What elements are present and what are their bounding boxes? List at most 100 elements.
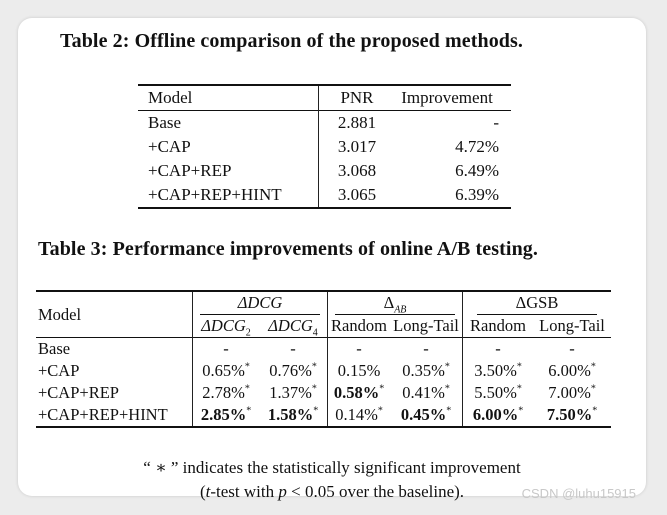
- value-cell: 0.76%*: [259, 360, 328, 382]
- value-cell: 1.58%*: [259, 404, 328, 427]
- table2-header-pnr: PNR: [340, 88, 374, 107]
- pnr-cell: 2.881: [337, 113, 377, 132]
- value-cell: -: [259, 337, 328, 360]
- value-cell: 7.50%*: [533, 404, 611, 427]
- table-row: Base 2.881 -: [138, 110, 511, 135]
- value-text: 6.00%: [548, 361, 591, 380]
- value-text: 7.50%: [546, 405, 593, 424]
- value-text: 0.14%: [335, 405, 378, 424]
- value-text: 2.78%: [202, 383, 245, 402]
- value-text: -: [569, 339, 575, 358]
- value-cell: 0.15%: [328, 360, 391, 382]
- significance-star: *: [244, 383, 250, 395]
- sub-header-dcg4: ΔDCG4: [259, 315, 328, 338]
- value-cell: 0.14%*: [328, 404, 391, 427]
- pnr-cell: 3.068: [337, 161, 377, 180]
- significance-star: *: [313, 405, 319, 417]
- model-cell: Base: [138, 110, 319, 135]
- model-cell: Base: [36, 337, 193, 360]
- table-row: +CAP+REP+HINT 2.85%* 1.58%* 0.14%* 0.45%* 6.0…: [36, 404, 611, 427]
- value-cell: 0.35%*: [390, 360, 463, 382]
- significance-star: *: [244, 361, 250, 373]
- model-cell: +CAP+REP+HINT: [138, 183, 319, 208]
- value-text: 0.41%: [402, 383, 445, 402]
- table3-caption: Table 3: Performance improvements of onl…: [38, 238, 538, 260]
- improvement-cell: 6.49%: [455, 161, 499, 180]
- table2: Model PNR Improvement Base 2.881 - +CAP …: [138, 84, 511, 209]
- value-text: -: [290, 339, 296, 358]
- value-cell: 6.00%*: [533, 360, 611, 382]
- dcg4-sub: 4: [312, 327, 318, 339]
- value-cell: 2.85%*: [193, 404, 260, 427]
- value-cell: 5.50%*: [463, 382, 534, 404]
- model-cell: +CAP: [138, 135, 319, 159]
- dcg2-main: ΔDCG: [201, 316, 246, 335]
- watermark: CSDN @luhu15915: [521, 486, 636, 501]
- table2-caption: Table 2: Offline comparison of the propo…: [60, 30, 524, 52]
- note-part: -test with: [210, 482, 279, 501]
- value-text: 5.50%: [474, 383, 517, 402]
- model-cell: +CAP+REP+HINT: [36, 404, 193, 427]
- value-text: -: [495, 339, 501, 358]
- value-cell: 6.00%*: [463, 404, 534, 427]
- ab-label-sub: AB: [394, 304, 407, 316]
- table-row: +CAP 3.017 4.72%: [138, 135, 511, 159]
- value-cell: -: [533, 338, 611, 361]
- sub-header-longtail: Long-Tail: [390, 315, 463, 338]
- value-text: 0.76%: [269, 361, 312, 380]
- value-text: 1.37%: [269, 383, 312, 402]
- value-cell: 7.00%*: [533, 382, 611, 404]
- sub-header-longtail-gsb: Long-Tail: [539, 316, 605, 335]
- value-cell: 0.41%*: [390, 382, 463, 404]
- significance-star: *: [516, 361, 522, 373]
- value-cell: 2.78%*: [193, 382, 260, 404]
- table2-header-model: Model: [138, 85, 319, 111]
- value-cell: 0.65%*: [193, 360, 260, 382]
- table-row: +CAP 0.65%* 0.76%* 0.15% 0.35%* 3.50%* 6.00%*: [36, 360, 611, 382]
- value-text: 0.15%: [337, 361, 381, 380]
- table2-header-improvement: Improvement: [401, 88, 493, 107]
- value-text: 0.45%: [400, 405, 447, 424]
- value-cell: 3.50%*: [463, 360, 534, 382]
- value-cell: -: [390, 337, 463, 360]
- pnr-cell: 3.017: [337, 137, 377, 156]
- value-text: 0.58%: [333, 383, 380, 402]
- improvement-cell: 6.39%: [455, 185, 499, 204]
- table3-sub-header-row: ΔDCG2 ΔDCG4 Random Long-Tail Random Long…: [36, 315, 611, 338]
- table-row: +CAP+REP 3.068 6.49%: [138, 159, 511, 183]
- value-text: 0.65%: [202, 361, 245, 380]
- significance-star: *: [516, 383, 522, 395]
- significance-star: *: [377, 405, 383, 417]
- significance-star: *: [590, 383, 596, 395]
- dcg2-sub: 2: [245, 327, 251, 339]
- table2-header-row: Model PNR Improvement: [138, 85, 511, 111]
- value-cell: 0.45%*: [390, 404, 463, 427]
- group-header-ab: ΔAB: [327, 291, 463, 316]
- value-text: 1.58%: [267, 405, 314, 424]
- improvement-cell: 4.72%: [455, 137, 499, 156]
- sub-header-random-gsb: Random: [470, 316, 526, 335]
- note-part: p: [278, 482, 287, 501]
- improvement-cell: -: [493, 113, 499, 132]
- significance-star: *: [311, 383, 317, 395]
- dcg-label: ΔDCG: [237, 293, 283, 312]
- ttest-note: (t-test with p < 0.05 over the baseline)…: [18, 480, 646, 504]
- value-cell: -: [193, 338, 260, 361]
- table-row: +CAP+REP+HINT 3.065 6.39%: [138, 183, 511, 208]
- note-part: t: [205, 482, 211, 501]
- significance-star: *: [444, 361, 450, 373]
- table3-header-model: Model: [36, 291, 193, 338]
- significance-star: *: [311, 361, 317, 373]
- significance-star: *: [246, 405, 252, 417]
- model-cell: +CAP: [36, 360, 193, 382]
- model-cell: +CAP+REP: [138, 159, 319, 183]
- value-text: 3.50%: [474, 361, 517, 380]
- model-cell: +CAP+REP: [36, 382, 193, 404]
- value-text: -: [356, 339, 362, 358]
- value-text: -: [223, 339, 229, 358]
- dcg4-main: ΔDCG: [268, 316, 313, 335]
- table3-group-header-row: Model ΔDCG ΔAB ΔGSB: [36, 291, 611, 338]
- value-text: -: [423, 339, 429, 358]
- value-text: 7.00%: [548, 383, 591, 402]
- sub-header-random: Random: [331, 316, 387, 335]
